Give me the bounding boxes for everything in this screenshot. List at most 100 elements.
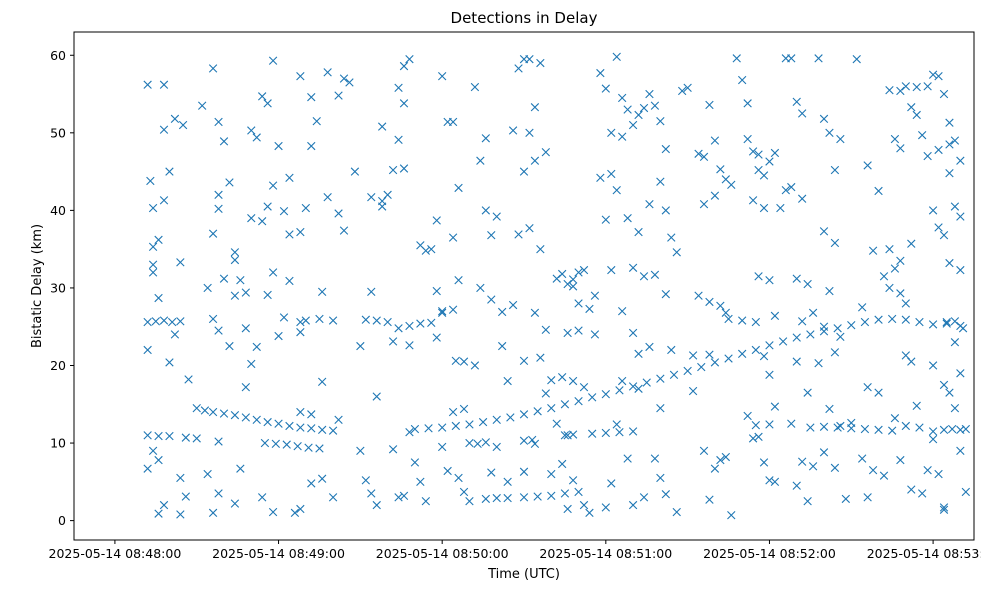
data-point xyxy=(328,426,338,435)
data-point xyxy=(317,474,327,483)
data-point xyxy=(724,314,733,324)
data-point xyxy=(547,469,556,479)
data-point xyxy=(833,324,842,333)
data-point xyxy=(808,308,818,317)
data-point xyxy=(934,469,943,479)
data-point xyxy=(296,423,305,432)
data-point xyxy=(263,290,272,300)
data-point xyxy=(547,376,556,385)
data-point xyxy=(710,191,720,200)
data-point xyxy=(557,459,567,469)
data-point xyxy=(797,457,807,466)
data-point xyxy=(890,264,900,273)
data-point xyxy=(710,136,720,145)
data-point xyxy=(628,328,638,338)
data-point xyxy=(896,289,905,298)
y-tick-label: 10 xyxy=(50,436,66,451)
data-point xyxy=(437,442,447,452)
data-point xyxy=(939,380,949,390)
data-point xyxy=(901,351,911,360)
data-point xyxy=(915,317,924,327)
data-point xyxy=(887,314,897,324)
data-point xyxy=(830,238,840,248)
data-point xyxy=(901,82,911,91)
data-point xyxy=(192,403,201,413)
data-point xyxy=(437,72,447,81)
data-point xyxy=(836,332,845,341)
data-point xyxy=(293,441,302,451)
data-point xyxy=(917,489,927,498)
data-point xyxy=(159,500,169,510)
data-point xyxy=(427,318,436,328)
data-point xyxy=(170,114,180,124)
data-point xyxy=(388,165,398,175)
y-tick-label: 30 xyxy=(50,280,66,295)
data-point xyxy=(519,356,529,366)
data-point xyxy=(454,183,463,193)
data-point xyxy=(557,372,567,382)
data-point xyxy=(617,307,627,316)
data-point xyxy=(950,202,960,211)
data-point xyxy=(770,402,780,411)
data-point xyxy=(427,244,436,254)
data-point xyxy=(533,492,542,501)
data-point xyxy=(154,235,163,245)
data-point xyxy=(634,384,643,393)
data-point xyxy=(669,370,679,379)
data-point xyxy=(639,103,649,113)
data-point xyxy=(552,274,561,283)
data-point xyxy=(257,92,267,101)
data-point xyxy=(907,239,916,248)
data-point xyxy=(945,140,954,149)
data-point xyxy=(656,374,665,383)
data-point xyxy=(819,227,829,236)
data-point xyxy=(759,203,769,213)
data-point xyxy=(896,86,905,96)
data-point xyxy=(274,331,283,341)
data-point xyxy=(601,215,611,224)
data-point xyxy=(307,92,316,102)
data-point xyxy=(301,316,311,325)
data-point xyxy=(416,319,425,328)
data-point xyxy=(547,403,556,413)
data-point xyxy=(176,473,185,483)
data-point xyxy=(421,246,431,255)
data-point xyxy=(437,308,447,317)
data-point xyxy=(617,376,627,386)
data-point xyxy=(519,410,529,419)
data-point xyxy=(607,479,616,488)
data-point xyxy=(950,317,960,326)
data-point xyxy=(154,293,163,303)
data-point xyxy=(833,423,842,432)
data-point xyxy=(307,479,316,488)
x-axis-label: Time (UTC) xyxy=(487,567,560,582)
data-point xyxy=(819,422,829,431)
data-point xyxy=(574,299,583,308)
data-point xyxy=(623,105,632,114)
data-point xyxy=(230,248,240,257)
data-point xyxy=(451,356,461,366)
data-point xyxy=(530,103,540,112)
data-point xyxy=(590,291,600,300)
data-point xyxy=(950,136,960,145)
data-point xyxy=(748,147,758,156)
data-point xyxy=(282,440,291,449)
data-point xyxy=(481,494,491,504)
data-point xyxy=(836,421,845,431)
data-point xyxy=(514,64,523,73)
data-point xyxy=(143,317,152,327)
data-point xyxy=(781,186,791,195)
data-point xyxy=(328,316,338,325)
data-point xyxy=(143,80,152,89)
data-point xyxy=(645,89,654,99)
data-point xyxy=(361,315,371,324)
data-point xyxy=(956,156,965,165)
data-point xyxy=(945,168,954,178)
data-point xyxy=(787,419,796,428)
data-point xyxy=(394,324,403,333)
data-point xyxy=(465,420,474,429)
data-point xyxy=(533,407,542,416)
data-point xyxy=(356,341,365,351)
data-point xyxy=(574,487,583,497)
data-point xyxy=(563,328,572,338)
